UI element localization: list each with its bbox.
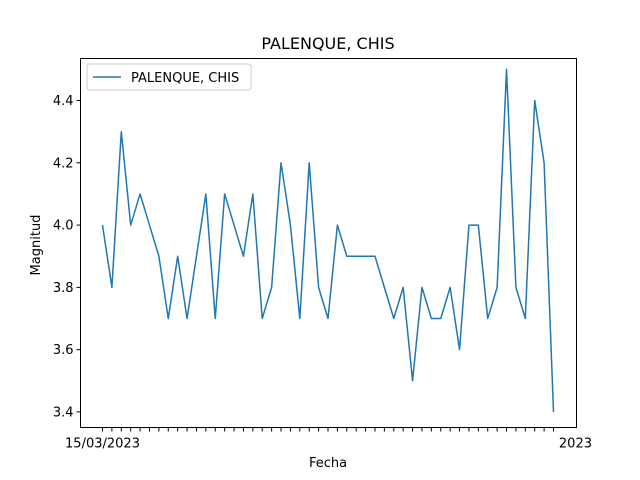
y-tick-label: 3.8 — [53, 281, 74, 296]
x-tick-label-last: 2023 — [559, 437, 592, 452]
chart-title: PALENQUE, CHIS — [261, 34, 394, 53]
plot-frame — [80, 58, 577, 428]
y-axis-label: Magnitud — [29, 215, 44, 276]
x-axis-ticks: 15/03/2023 2023 — [65, 427, 592, 452]
legend-box — [86, 63, 252, 91]
y-tick-label: 4.0 — [53, 219, 74, 234]
y-axis-ticks: 3.4 3.6 3.8 4.0 4.2 4.4 — [53, 94, 81, 420]
y-tick-label: 3.4 — [53, 405, 74, 420]
legend-entry: PALENQUE, CHIS — [131, 71, 239, 86]
legend: PALENQUE, CHIS — [86, 63, 252, 91]
x-axis-label: Fecha — [309, 456, 347, 471]
y-tick-label: 4.2 — [53, 156, 74, 171]
plot-area — [101, 68, 555, 412]
y-tick-label: 4.4 — [53, 94, 74, 109]
x-tick-label-first: 15/03/2023 — [65, 437, 140, 452]
series-line — [101, 68, 555, 412]
y-tick-label: 3.6 — [53, 343, 74, 358]
